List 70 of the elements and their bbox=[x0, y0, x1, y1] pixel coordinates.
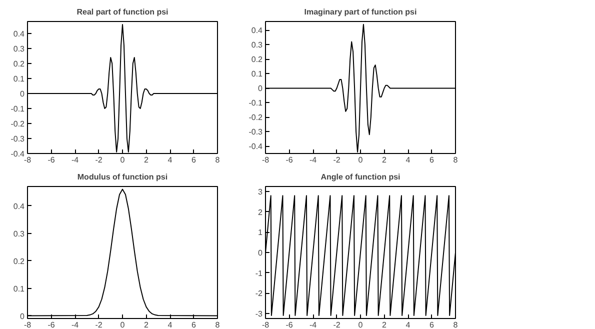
y-tick-label: 0.2 bbox=[13, 256, 26, 266]
x-tick-label: 6 bbox=[430, 156, 435, 164]
y-tick-label: -3 bbox=[255, 309, 264, 318]
y-tick-label: 0 bbox=[258, 248, 264, 258]
x-tick-label: -6 bbox=[48, 156, 56, 164]
x-tick-label: 0 bbox=[358, 320, 364, 329]
x-tick-label: 0 bbox=[120, 156, 126, 164]
x-tick-label: 2 bbox=[382, 320, 388, 329]
y-tick-label: 0.2 bbox=[13, 60, 26, 68]
y-tick-label: -0.1 bbox=[10, 104, 26, 114]
x-tick-label: -2 bbox=[333, 320, 341, 329]
x-tick-label: 4 bbox=[406, 320, 411, 329]
y-tick-label: 0 bbox=[20, 90, 26, 98]
x-tick-label: 2 bbox=[144, 320, 150, 329]
y-tick-label: -2 bbox=[255, 289, 264, 298]
x-tick-label: 4 bbox=[168, 156, 173, 164]
x-tick-label: 8 bbox=[453, 156, 458, 164]
x-tick-label: -2 bbox=[333, 156, 341, 164]
y-tick-label: 3 bbox=[258, 188, 264, 197]
x-tick-label: 2 bbox=[144, 156, 150, 164]
y-tick-label: 2 bbox=[258, 208, 264, 217]
x-tick-label: 2 bbox=[382, 156, 388, 164]
y-tick-label: 1 bbox=[258, 228, 264, 238]
y-tick-label: -0.3 bbox=[10, 134, 26, 144]
y-tick-label: -0.1 bbox=[248, 98, 264, 108]
chart-title: Angle of function psi bbox=[320, 172, 400, 182]
x-tick-label: 6 bbox=[192, 156, 197, 164]
y-tick-label: -0.3 bbox=[248, 128, 264, 137]
y-tick-label: -0.4 bbox=[248, 142, 264, 152]
x-tick-label: 8 bbox=[215, 156, 220, 164]
x-tick-label: -2 bbox=[95, 320, 103, 329]
x-tick-label: -8 bbox=[262, 320, 270, 329]
y-tick-label: 0.4 bbox=[251, 26, 264, 36]
x-tick-label: -8 bbox=[24, 156, 32, 164]
x-tick-label: -6 bbox=[286, 156, 294, 164]
chart-title: Imaginary part of function psi bbox=[304, 8, 417, 16]
y-tick-label: 0.3 bbox=[13, 44, 26, 54]
x-tick-label: -4 bbox=[71, 156, 80, 164]
y-tick-label: 0 bbox=[258, 84, 264, 94]
y-tick-label: 0.4 bbox=[13, 30, 26, 38]
y-tick-label: 0.1 bbox=[13, 284, 26, 294]
x-tick-label: 8 bbox=[215, 320, 220, 329]
y-tick-label: 0.3 bbox=[251, 40, 264, 50]
chart-title: Modulus of function psi bbox=[77, 172, 168, 182]
x-tick-label: 4 bbox=[406, 156, 411, 164]
y-tick-label: 0.2 bbox=[251, 55, 264, 64]
x-tick-label: 6 bbox=[430, 320, 435, 329]
x-tick-label: 8 bbox=[453, 320, 458, 329]
x-tick-label: -8 bbox=[24, 320, 32, 329]
x-tick-label: -4 bbox=[309, 320, 318, 329]
y-tick-label: 0.4 bbox=[13, 202, 26, 211]
x-tick-label: -4 bbox=[71, 320, 80, 329]
x-tick-label: -8 bbox=[262, 156, 270, 164]
y-tick-label: -1 bbox=[255, 268, 264, 278]
chart-title: Real part of function psi bbox=[76, 8, 168, 16]
y-tick-label: 0.3 bbox=[13, 229, 26, 238]
y-tick-label: 0.1 bbox=[13, 74, 26, 84]
x-tick-label: -6 bbox=[286, 320, 294, 329]
x-tick-label: 0 bbox=[358, 156, 364, 164]
y-tick-label: -0.2 bbox=[248, 113, 264, 122]
x-tick-label: 0 bbox=[120, 320, 126, 329]
y-tick-label: 0.1 bbox=[251, 70, 264, 79]
y-tick-label: 0 bbox=[20, 312, 26, 321]
x-tick-label: -2 bbox=[95, 156, 103, 164]
x-tick-label: -4 bbox=[309, 156, 318, 164]
x-tick-label: 6 bbox=[192, 320, 197, 329]
x-tick-label: -6 bbox=[48, 320, 56, 329]
y-tick-label: -0.4 bbox=[10, 150, 26, 158]
y-tick-label: -0.2 bbox=[10, 120, 26, 128]
x-tick-label: 4 bbox=[168, 320, 173, 329]
